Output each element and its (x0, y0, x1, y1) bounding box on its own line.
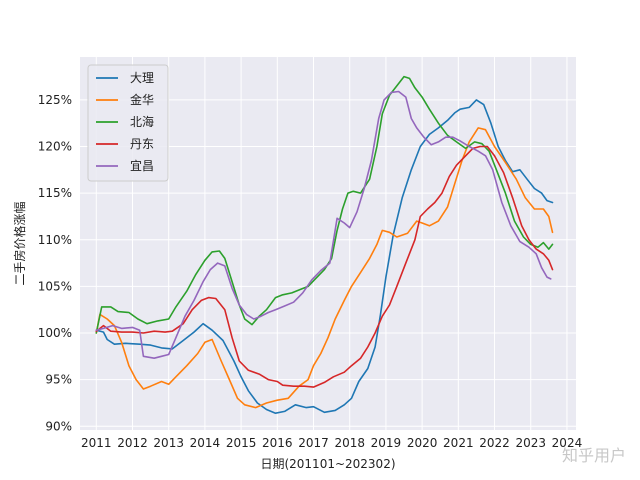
legend-label: 大理 (130, 71, 154, 85)
series-line-3 (95, 75, 554, 334)
x-tick-label: 2018 (334, 436, 365, 450)
y-tick-label: 100% (38, 326, 72, 340)
x-tick-label: 2020 (407, 436, 438, 450)
legend-label: 丹东 (130, 137, 154, 151)
series-line-5 (95, 90, 552, 359)
y-tick-label: 120% (38, 140, 72, 154)
series-line-2 (95, 127, 554, 409)
x-tick-label: 2013 (153, 436, 184, 450)
x-tick-label: 2021 (443, 436, 474, 450)
y-tick-label: 125% (38, 93, 72, 107)
x-axis-ticks: 2011 2012 2013 2014 2015 2016 2017 2018 2019 2020… (81, 436, 582, 450)
y-tick-label: 115% (38, 186, 72, 200)
x-tick-label: 2016 (262, 436, 293, 450)
y-axis-ticks: 90% 95% 100% 105% 110% 115% 120% 125% (38, 93, 72, 433)
x-tick-label: 2015 (226, 436, 257, 450)
legend-box (87, 64, 169, 182)
x-axis-label: 日期(201101~202302) (260, 457, 395, 471)
x-tick-label: 2014 (190, 436, 221, 450)
x-tick-label: 2011 (81, 436, 112, 450)
grid (80, 57, 576, 430)
series-group (95, 75, 554, 414)
series-line-4 (95, 145, 554, 388)
x-tick-label: 2023 (515, 436, 546, 450)
x-tick-label: 2024 (552, 436, 583, 450)
x-tick-label: 2017 (298, 436, 329, 450)
legend-label: 北海 (130, 114, 154, 129)
y-tick-label: 110% (38, 233, 72, 247)
x-tick-label: 2022 (479, 436, 510, 450)
x-tick-label: 2012 (117, 436, 148, 450)
legend-label: 金华 (130, 92, 154, 107)
y-axis-label: 二手房价格涨幅 (12, 201, 27, 285)
watermark-text: 知乎用户 (561, 446, 626, 465)
y-tick-label: 105% (38, 279, 72, 293)
x-tick-label: 2019 (371, 436, 402, 450)
legend-label: 宜昌 (130, 158, 154, 173)
series-line-1 (95, 99, 554, 414)
y-tick-label: 95% (45, 373, 72, 387)
y-tick-label: 90% (45, 419, 72, 433)
